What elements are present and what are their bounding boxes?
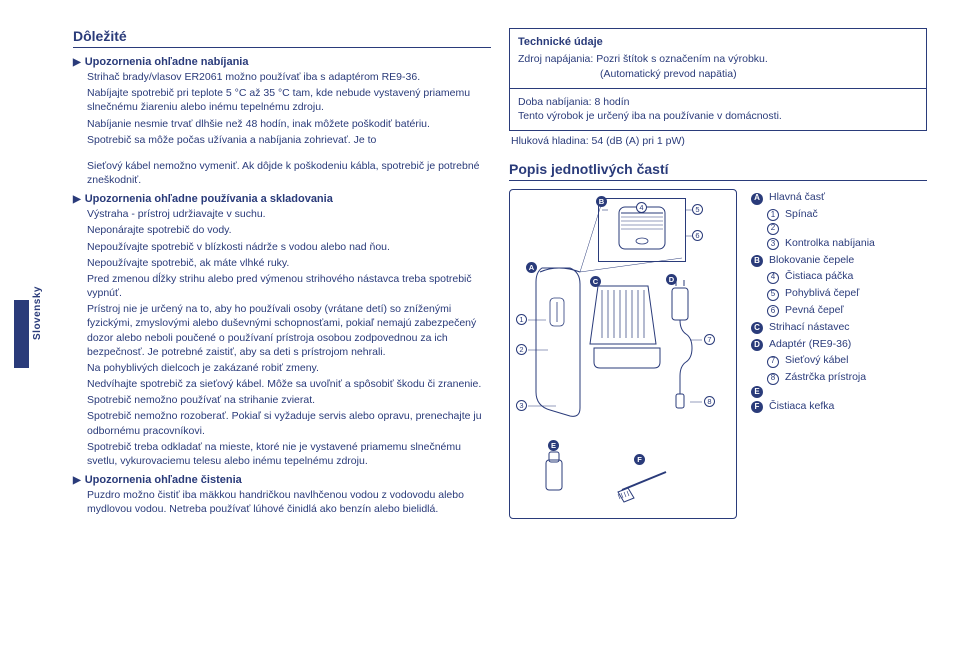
label: Pevná čepeľ xyxy=(785,302,844,319)
subhead-charging-text: Upozornenia ohľadne nabíjania xyxy=(85,56,249,68)
badge-6: 6 xyxy=(767,305,779,317)
badge-7: 7 xyxy=(767,356,779,368)
subhead-usage-text: Upozornenia ohľadne používania a skladov… xyxy=(85,193,333,205)
parts-description: A B C D E F 1 2 3 4 5 6 7 8 A Hlavná časť… xyxy=(509,189,927,519)
parts-diagram: A B C D E F 1 2 3 4 5 6 7 8 xyxy=(509,189,737,519)
part-D: D Adaptér (RE9-36) xyxy=(751,336,875,353)
part-A: A Hlavná časť xyxy=(751,189,875,206)
page-content: Dôležité ▶ Upozornenia ohľadne nabíjania… xyxy=(73,28,929,648)
part-A3: 3 Kontrolka nabíjania xyxy=(751,235,875,252)
noise-level: Hluková hladina: 54 (dB (A) pri 1 pW) xyxy=(511,135,927,147)
text: Spotrebič nemožno rozoberať. Pokiaľ si v… xyxy=(87,409,491,437)
label: Blokovanie čepele xyxy=(769,252,854,269)
part-B: B Blokovanie čepele xyxy=(751,252,875,269)
part-D8: 8 Zástrčka prístroja xyxy=(751,369,875,386)
text: Spotrebič treba odkladať na mieste, ktor… xyxy=(87,440,491,468)
badge-B: B xyxy=(751,255,763,267)
label: Zástrčka prístroja xyxy=(785,369,866,386)
part-A1: 1 Spínač xyxy=(751,206,875,223)
heading-parts: Popis jednotlivých častí xyxy=(509,161,927,181)
text: Na pohyblivých dielcoch je zakázané robi… xyxy=(87,361,491,375)
part-D7: 7 Sieťový kábel xyxy=(751,352,875,369)
text: Výstraha - prístroj udržiavajte v suchu. xyxy=(87,207,491,221)
part-F: F Čistiaca kefka xyxy=(751,398,875,415)
tech-title: Technické údaje xyxy=(518,35,918,50)
text: Nabíjajte spotrebič pri teplote 5 °C až … xyxy=(87,86,491,114)
label: Sieťový kábel xyxy=(785,352,848,369)
label: Hlavná časť xyxy=(769,189,825,206)
text: Nabíjanie nesmie trvať dlhšie než 48 hod… xyxy=(87,117,491,131)
badge-2: 2 xyxy=(767,223,779,235)
part-A2: 2 xyxy=(751,223,875,235)
tech-line: (Automatický prevod napätia) xyxy=(518,67,918,82)
part-B5: 5 Pohyblivá čepeľ xyxy=(751,285,875,302)
text: Nepoužívajte spotrebič, ak máte vlhké ru… xyxy=(87,256,491,270)
label: Strihací nástavec xyxy=(769,319,850,336)
parts-list: A Hlavná časť 1 Spínač 2 3 Kontrolka nabíja… xyxy=(751,189,875,519)
text: Nedvíhajte spotrebič za sieťový kábel. M… xyxy=(87,377,491,391)
left-column: Dôležité ▶ Upozornenia ohľadne nabíjania… xyxy=(73,28,491,648)
badge-F: F xyxy=(751,401,763,413)
badge-5: 5 xyxy=(767,289,779,301)
subhead-usage: ▶ Upozornenia ohľadne používania a sklad… xyxy=(73,193,491,207)
text: Neponárajte spotrebič do vody. xyxy=(87,223,491,237)
text: Spotrebič sa môže počas užívania a nabíj… xyxy=(87,133,491,147)
section-charging: ▶ Upozornenia ohľadne nabíjania Strihač … xyxy=(73,56,491,187)
label: Čistiaca kefka xyxy=(769,398,834,415)
heading-important: Dôležité xyxy=(73,28,491,48)
language-tab xyxy=(14,300,29,368)
triangle-icon: ▶ xyxy=(73,56,81,70)
tech-line: Doba nabíjania: 8 hodín xyxy=(518,95,918,110)
subhead-cleaning: ▶ Upozornenia ohľadne čistenia xyxy=(73,474,491,488)
badge-C: C xyxy=(751,322,763,334)
section-usage: ▶ Upozornenia ohľadne používania a sklad… xyxy=(73,193,491,468)
text: Strihač brady/vlasov ER2061 možno použív… xyxy=(87,70,491,84)
language-label: Slovensky xyxy=(32,286,43,340)
label: Pohyblivá čepeľ xyxy=(785,285,859,302)
tech-line: Zdroj napájania: Pozri štítok s označení… xyxy=(518,52,918,67)
badge-E: E xyxy=(751,386,763,398)
badge-4: 4 xyxy=(767,272,779,284)
diagram-svg xyxy=(510,190,738,520)
section-cleaning: ▶ Upozornenia ohľadne čistenia Puzdro mo… xyxy=(73,474,491,516)
badge-D: D xyxy=(751,339,763,351)
label: Adaptér (RE9-36) xyxy=(769,336,851,353)
text: Puzdro možno čistiť iba mäkkou handričko… xyxy=(87,488,491,516)
badge-3: 3 xyxy=(767,238,779,250)
label: Kontrolka nabíjania xyxy=(785,235,875,252)
part-E: E xyxy=(751,386,875,398)
text: Nepoužívajte spotrebič v blízkosti nádrž… xyxy=(87,240,491,254)
triangle-icon: ▶ xyxy=(73,474,81,488)
badge-1: 1 xyxy=(767,209,779,221)
right-column: Technické údaje Zdroj napájania: Pozri š… xyxy=(509,28,927,648)
subhead-charging: ▶ Upozornenia ohľadne nabíjania xyxy=(73,56,491,70)
technical-data-box: Technické údaje Zdroj napájania: Pozri š… xyxy=(509,28,927,131)
divider xyxy=(510,88,926,89)
triangle-icon: ▶ xyxy=(73,193,81,207)
text: Sieťový kábel nemožno vymeniť. Ak dôjde … xyxy=(87,159,491,187)
tech-line: Tento výrobok je určený iba na používani… xyxy=(518,109,918,124)
part-C: C Strihací nástavec xyxy=(751,319,875,336)
subhead-cleaning-text: Upozornenia ohľadne čistenia xyxy=(85,474,242,486)
part-B6: 6 Pevná čepeľ xyxy=(751,302,875,319)
text: Pred zmenou dĺžky strihu alebo pred výme… xyxy=(87,272,491,300)
badge-A: A xyxy=(751,193,763,205)
badge-8: 8 xyxy=(767,373,779,385)
text: Prístroj nie je určený na to, aby ho pou… xyxy=(87,302,491,359)
label: Čistiaca páčka xyxy=(785,268,853,285)
label: Spínač xyxy=(785,206,818,223)
text: Spotrebič nemožno používať na strihanie … xyxy=(87,393,491,407)
part-B4: 4 Čistiaca páčka xyxy=(751,268,875,285)
